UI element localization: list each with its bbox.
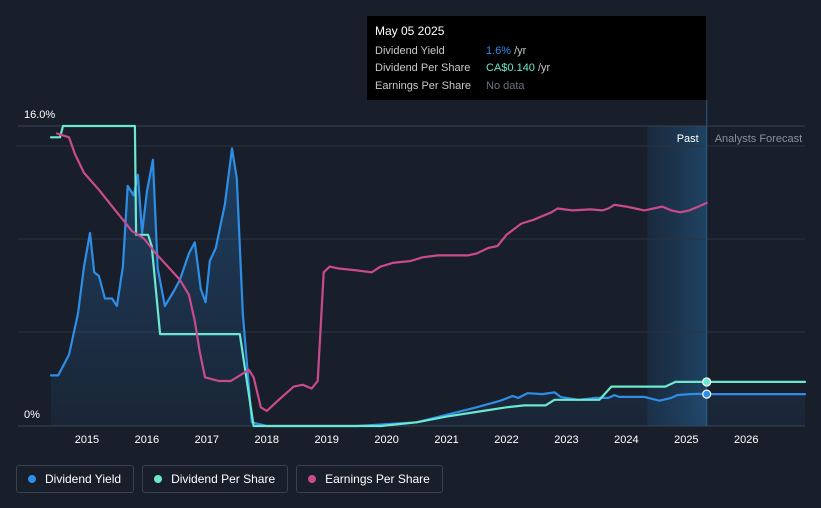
legend-dot-icon (28, 475, 36, 483)
tooltip-row-dividend-yield: Dividend Yield 1.6% /yr (375, 42, 698, 60)
tooltip-date: May 05 2025 (375, 24, 445, 38)
tooltip-value: No data (486, 79, 525, 92)
y-axis-min-label: 0% (24, 409, 40, 421)
x-tick-label: 2019 (314, 434, 338, 446)
x-tick-label: 2016 (135, 434, 159, 446)
dividend-yield-hover-marker (702, 389, 712, 399)
legend-item-dividend-yield[interactable]: Dividend Yield (16, 465, 135, 493)
x-tick-label: 2021 (434, 434, 458, 446)
tooltip-value: 1.6% (486, 44, 512, 57)
x-tick-label: 2018 (255, 434, 279, 446)
tooltip-row-earnings-per-share: Earnings Per Share No data (375, 77, 698, 95)
dividend-per-share-hover-marker (702, 377, 712, 387)
past-region-shade (647, 126, 707, 426)
tooltip-label: Dividend Yield (375, 44, 445, 57)
legend-dot-icon (154, 475, 163, 483)
tooltip-label: Earnings Per Share (375, 79, 471, 92)
tooltip-value: CA$0.140 (486, 62, 535, 75)
earnings-per-share-line (55, 132, 708, 413)
legend-item-earnings-per-share[interactable]: Earnings Per Share (296, 465, 443, 493)
legend-label: Earnings Per Share (325, 472, 430, 486)
hover-tooltip: May 05 2025 Dividend Yield 1.6% /yr Divi… (367, 16, 706, 100)
legend-dot-icon (308, 475, 317, 483)
tooltip-unit: /yr (514, 44, 527, 57)
dividend-yield-area (51, 148, 805, 426)
x-tick-label: 2026 (734, 434, 758, 446)
tooltip-row-dividend-per-share: Dividend Per Share CA$0.140 /yr (375, 60, 698, 78)
x-tick-label: 2023 (554, 434, 578, 446)
tooltip-label: Dividend Per Share (375, 62, 471, 75)
past-label: Past (677, 133, 699, 145)
y-axis-max-label: 16.0% (24, 109, 55, 121)
x-tick-label: 2015 (75, 434, 99, 446)
legend: Dividend Yield Dividend Per Share Earnin… (16, 465, 443, 493)
dividend-yield-line (49, 147, 807, 428)
x-tick-label: 2025 (674, 434, 698, 446)
tooltip-unit: /yr (537, 62, 551, 75)
forecast-label: Analysts Forecast (715, 133, 802, 145)
legend-label: Dividend Per Share (171, 472, 276, 486)
x-tick-label: 2020 (374, 434, 398, 446)
x-tick-label: 2017 (195, 434, 219, 446)
legend-label: Dividend Yield (45, 472, 122, 486)
x-tick-label: 2022 (494, 434, 518, 446)
legend-item-dividend-per-share[interactable]: Dividend Per Share (142, 465, 289, 493)
x-tick-label: 2024 (614, 434, 638, 446)
